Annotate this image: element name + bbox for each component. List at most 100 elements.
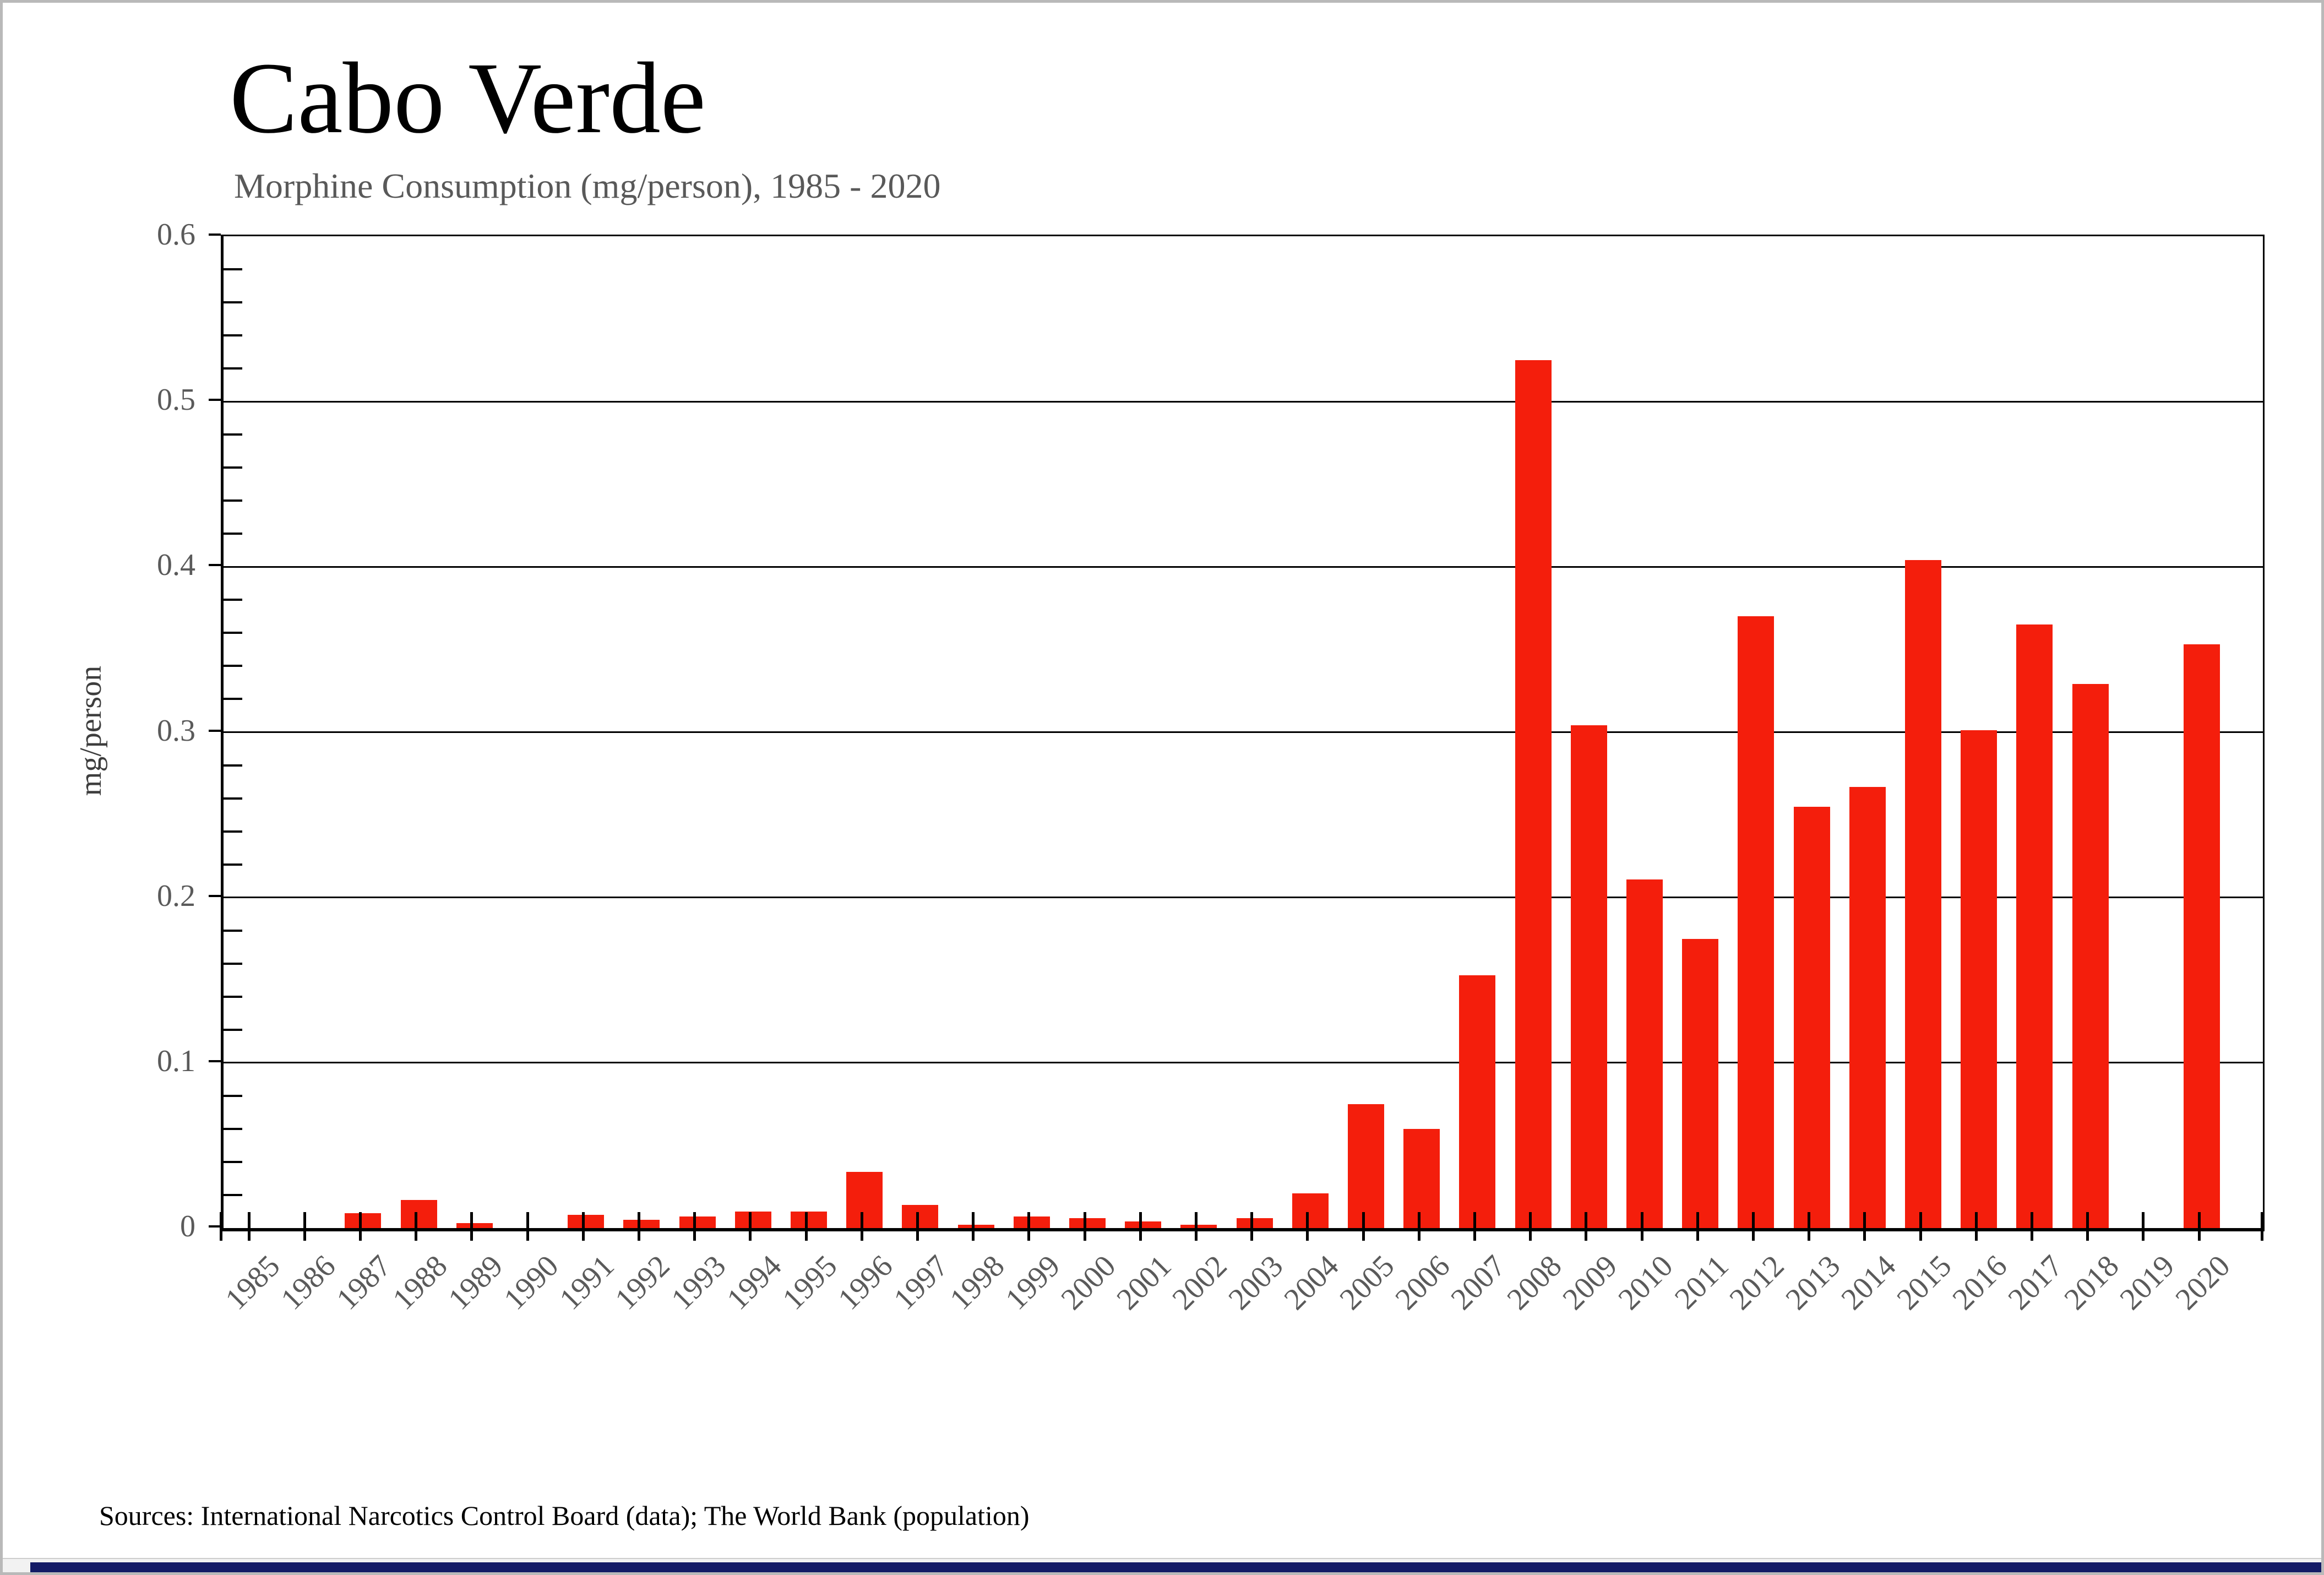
x-tick-label-1990: 1990	[497, 1248, 565, 1317]
y-tick-mark-0.6	[209, 233, 221, 236]
y-minor-tick	[224, 863, 242, 866]
y-tick-label-0.5: 0.5	[157, 383, 195, 417]
x-tick-mark-2017	[2030, 1212, 2033, 1241]
bar-2003	[1236, 1218, 1273, 1228]
x-tick-mark-1990	[526, 1212, 529, 1241]
x-tick-mark-2004	[1306, 1212, 1309, 1241]
x-tick-label-2016: 2016	[1946, 1248, 2014, 1317]
y-minor-tick	[224, 1028, 242, 1031]
x-tick-label-1991: 1991	[553, 1248, 621, 1317]
footer-sources-line: Sources: International Narcotics Control…	[99, 1500, 1030, 1531]
horizontal-scrollbar-thumb[interactable]	[30, 1562, 2321, 1572]
gridline-0.1	[224, 1062, 2263, 1064]
y-tick-mark-0	[209, 1225, 221, 1228]
x-tick-label-2015: 2015	[1890, 1248, 1958, 1317]
x-tick-label-2012: 2012	[1723, 1248, 1791, 1317]
x-tick-label-1992: 1992	[608, 1248, 677, 1317]
y-minor-tick	[224, 1160, 242, 1163]
x-tick-mark-2001	[1139, 1212, 1142, 1241]
y-minor-tick	[224, 929, 242, 932]
bar-1989	[456, 1223, 493, 1228]
y-tick-mark-0.3	[209, 729, 221, 732]
x-tick-label-1996: 1996	[831, 1248, 900, 1317]
x-tick-mark-1996	[860, 1212, 863, 1241]
bar-2000	[1069, 1218, 1106, 1228]
x-tick-label-2005: 2005	[1333, 1248, 1401, 1317]
x-tick-mark-2013	[1808, 1212, 1811, 1241]
y-minor-tick	[224, 632, 242, 634]
x-tick-mark-1995	[804, 1212, 808, 1241]
x-tick-mark-2003	[1250, 1212, 1254, 1241]
bar-2001	[1125, 1221, 1162, 1228]
y-tick-label-0.4: 0.4	[157, 548, 195, 583]
x-tick-label-2014: 2014	[1835, 1248, 1903, 1317]
x-tick-label-1997: 1997	[887, 1248, 955, 1317]
y-minor-tick	[224, 1094, 242, 1097]
bar-1988	[400, 1199, 437, 1228]
bar-2018	[2072, 684, 2109, 1228]
x-tick-mark-1998	[972, 1212, 975, 1241]
bar-2008	[1515, 360, 1552, 1228]
bar-2009	[1570, 725, 1607, 1228]
y-minor-tick	[224, 1193, 242, 1196]
bar-2013	[1793, 806, 1830, 1228]
gridline-0.4	[224, 566, 2263, 568]
x-tick-label-2011: 2011	[1668, 1248, 1735, 1316]
bar-1995	[791, 1211, 827, 1228]
bar-1997	[902, 1204, 939, 1228]
x-tick-mark-1989	[470, 1212, 473, 1241]
x-tick-mark-2016	[1974, 1212, 1978, 1241]
x-tick-mark-2011	[1696, 1212, 1699, 1241]
gridline-0.2	[224, 897, 2263, 899]
y-minor-tick	[224, 367, 242, 370]
x-tick-label-2009: 2009	[1556, 1248, 1624, 1317]
x-tick-label-2013: 2013	[1779, 1248, 1847, 1317]
x-tick-mark-2014	[1863, 1212, 1866, 1241]
y-minor-tick	[224, 533, 242, 535]
x-tick-mark-2007	[1473, 1212, 1476, 1241]
y-tick-mark-0.4	[209, 564, 221, 567]
y-tick-mark-0.5	[209, 399, 221, 401]
y-minor-tick	[224, 599, 242, 601]
horizontal-scrollbar-track[interactable]	[3, 1558, 2321, 1572]
bar-2002	[1180, 1224, 1217, 1228]
x-tick-label-2020: 2020	[2169, 1248, 2237, 1317]
bar-1992	[623, 1219, 660, 1228]
x-tick-mark-1986	[303, 1212, 306, 1241]
bar-1996	[846, 1171, 883, 1228]
x-tick-mark-1993	[693, 1212, 696, 1241]
y-minor-tick	[224, 698, 242, 700]
bar-1999	[1013, 1216, 1050, 1228]
y-minor-tick	[224, 1127, 242, 1130]
x-tick-mark-1988	[415, 1212, 418, 1241]
bar-2006	[1403, 1128, 1440, 1228]
x-tick-label-2018: 2018	[2058, 1248, 2126, 1317]
x-tick-label-2017: 2017	[2001, 1248, 2070, 1317]
x-tick-label-2003: 2003	[1222, 1248, 1290, 1317]
y-tick-mark-0.1	[209, 1060, 221, 1062]
x-tick-mark-2005	[1362, 1212, 1365, 1241]
x-tick-label-1998: 1998	[943, 1248, 1011, 1317]
x-tick-label-1985: 1985	[219, 1248, 287, 1317]
bar-2015	[1905, 560, 1941, 1228]
y-minor-tick	[224, 665, 242, 667]
x-axis-left-end-tick	[219, 1212, 222, 1241]
bar-2004	[1292, 1193, 1329, 1228]
x-tick-label-1999: 1999	[999, 1248, 1067, 1317]
y-minor-tick	[224, 301, 242, 304]
y-minor-tick	[224, 797, 242, 800]
x-tick-label-1987: 1987	[330, 1248, 398, 1317]
x-tick-mark-1985	[247, 1212, 251, 1241]
x-tick-mark-2015	[1919, 1212, 1922, 1241]
x-tick-mark-1987	[358, 1212, 362, 1241]
x-tick-label-1988: 1988	[386, 1248, 454, 1317]
y-minor-tick	[224, 962, 242, 965]
y-tick-label-0.1: 0.1	[157, 1044, 195, 1078]
footer: Sources: International Narcotics Control…	[99, 1430, 1558, 1572]
x-tick-label-2008: 2008	[1500, 1248, 1569, 1317]
x-tick-mark-2010	[1640, 1212, 1643, 1241]
x-tick-label-1994: 1994	[720, 1248, 788, 1317]
x-tick-mark-2020	[2197, 1212, 2201, 1241]
x-tick-mark-1992	[637, 1212, 640, 1241]
